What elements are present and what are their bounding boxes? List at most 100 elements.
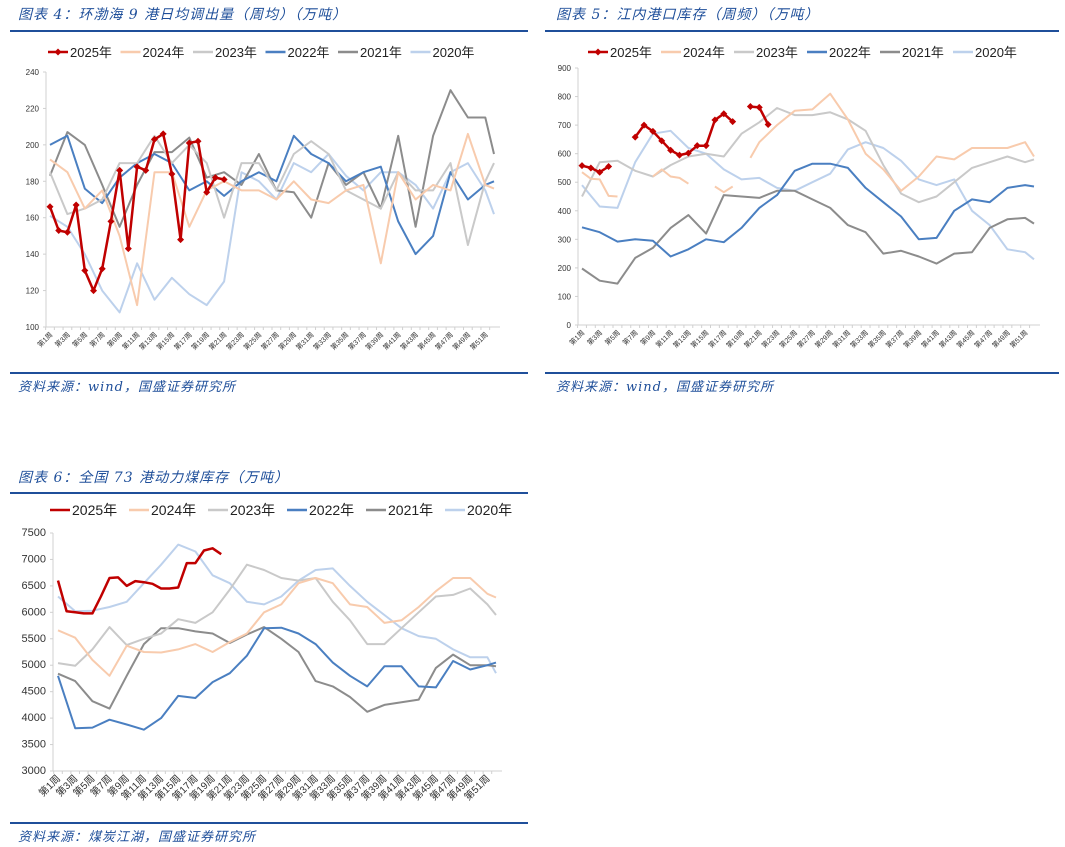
y-tick-label: 5500 (22, 633, 46, 645)
data-point-2025-w4 (72, 201, 80, 209)
data-point-2025-w15 (168, 170, 176, 178)
data-point-2025-w22 (764, 121, 772, 129)
legend-item-2020: 2020年 (953, 45, 1017, 60)
y-tick-label: 6500 (22, 580, 46, 592)
legend-item-2020: 2020年 (445, 502, 512, 518)
x-tick-label: 第5周 (603, 328, 622, 347)
legend-item-2020: 2020年 (410, 45, 475, 60)
y-tick-label: 700 (558, 121, 572, 130)
legend-label: 2023年 (215, 45, 257, 60)
x-tick-label: 第29周 (276, 330, 298, 352)
series-line-2022 (581, 162, 1035, 258)
x-tick-label: 第13周 (137, 330, 159, 352)
series-line-2025 (56, 547, 222, 615)
x-tick-label: 第47周 (972, 328, 994, 350)
x-tick-label: 第51周 (1008, 328, 1030, 350)
y-tick-label: 220 (26, 104, 40, 113)
series-line-2021 (49, 89, 495, 228)
x-tick-label: 第19周 (189, 330, 211, 352)
data-point-2025-w17 (720, 110, 728, 118)
x-tick-label: 第39周 (363, 330, 385, 352)
y-tick-label: 180 (26, 177, 40, 186)
data-point-2025-w6 (90, 287, 98, 295)
y-tick-label: 3500 (22, 739, 46, 751)
data-point-2025-w13 (684, 149, 692, 157)
chart-title-6: 图表 6：全国 73 港动力煤库存（万吨） (18, 470, 290, 486)
legend-marker (54, 48, 62, 56)
y-tick-label: 7500 (22, 527, 46, 539)
legend-item-2021: 2021年 (338, 45, 402, 60)
x-tick-label: 第49周 (451, 330, 473, 352)
source-note-5: 资料来源：wind，国盛证券研究所 (556, 380, 774, 395)
x-tick-label: 第19周 (724, 328, 746, 350)
x-tick-label: 第37周 (346, 330, 368, 352)
x-tick-label: 第27周 (259, 330, 281, 352)
x-tick-label: 第3周 (53, 330, 72, 349)
legend-item-2023: 2023年 (734, 45, 798, 60)
y-tick-label: 600 (558, 150, 572, 159)
x-tick-label: 第7周 (88, 330, 107, 349)
y-tick-label: 3000 (22, 765, 46, 777)
legend-item-2025: 2025年 (588, 45, 652, 60)
data-point-2025-w12 (675, 151, 683, 159)
legend-label: 2024年 (143, 45, 185, 60)
legend-label: 2023年 (756, 45, 798, 60)
x-tick-label: 第35周 (866, 328, 888, 350)
x-tick-label: 第49周 (990, 328, 1012, 350)
data-point-2025-w1 (578, 162, 586, 170)
data-point-2025-w11 (133, 163, 141, 171)
y-tick-label: 300 (558, 235, 572, 244)
data-point-2025-w18 (729, 118, 737, 126)
chart-6: 3000 3500 4000 4500 5000 5500 6000 6500 7000 7500… (22, 502, 513, 803)
data-point-2025-w17 (185, 139, 193, 147)
series-line-2021 (581, 189, 1035, 285)
source-note-6: 资料来源：煤炭江湖，国盛证券研究所 (18, 830, 257, 845)
legend-item-2023: 2023年 (208, 502, 275, 518)
legend-label: 2025年 (610, 45, 652, 60)
x-tick-label: 第11周 (654, 328, 675, 349)
x-tick-label: 第25周 (242, 330, 264, 352)
legend-label: 2020年 (433, 45, 475, 60)
data-point-2025-w3 (596, 168, 604, 176)
series-line-2023 (581, 107, 1035, 204)
data-point-2025-w9 (116, 166, 124, 174)
title-rule (10, 492, 528, 494)
legend-item-2022: 2022年 (807, 45, 871, 60)
x-tick-label: 第39周 (901, 328, 923, 350)
series-line-2024 (49, 132, 495, 307)
legend-label: 2021年 (388, 502, 433, 518)
series-line-2020 (49, 153, 495, 314)
x-tick-label: 第11周 (120, 330, 141, 351)
data-point-2025-w20 (746, 103, 754, 111)
legend-label: 2021年 (360, 45, 402, 60)
x-tick-label: 第15周 (689, 328, 711, 350)
data-point-2025-w16 (711, 116, 719, 124)
legend-item-2022: 2022年 (287, 502, 354, 518)
legend-item-2022: 2022年 (265, 45, 329, 60)
data-point-2025-w12 (142, 166, 150, 174)
y-tick-label: 900 (558, 64, 572, 73)
legend-label: 2020年 (975, 45, 1017, 60)
legend-item-2023: 2023年 (193, 45, 257, 60)
x-tick-label: 第45周 (955, 328, 977, 350)
x-tick-label: 第31周 (294, 330, 316, 352)
x-tick-label: 第35周 (329, 330, 351, 352)
legend-label: 2020年 (467, 502, 512, 518)
y-tick-label: 6000 (22, 606, 46, 618)
chart-title-4: 图表 4：环渤海 9 港日均调出量（周均）（万吨） (18, 7, 348, 23)
legend-label: 2025年 (72, 502, 117, 518)
data-point-2025-w10 (124, 245, 132, 253)
legend-label: 2025年 (70, 45, 112, 60)
legend-item-2024: 2024年 (129, 502, 196, 518)
series-line-2020 (57, 543, 497, 674)
x-tick-label: 第47周 (433, 330, 455, 352)
x-tick-label: 第13周 (671, 328, 693, 350)
data-point-2025-w7 (98, 265, 106, 273)
series-line-2021 (57, 626, 497, 713)
data-point-2025-w3 (63, 228, 71, 236)
data-point-2025-w7 (631, 133, 639, 141)
data-point-2025-w21 (755, 103, 763, 111)
x-tick-label: 第25周 (777, 328, 799, 350)
y-tick-label: 100 (26, 323, 40, 332)
